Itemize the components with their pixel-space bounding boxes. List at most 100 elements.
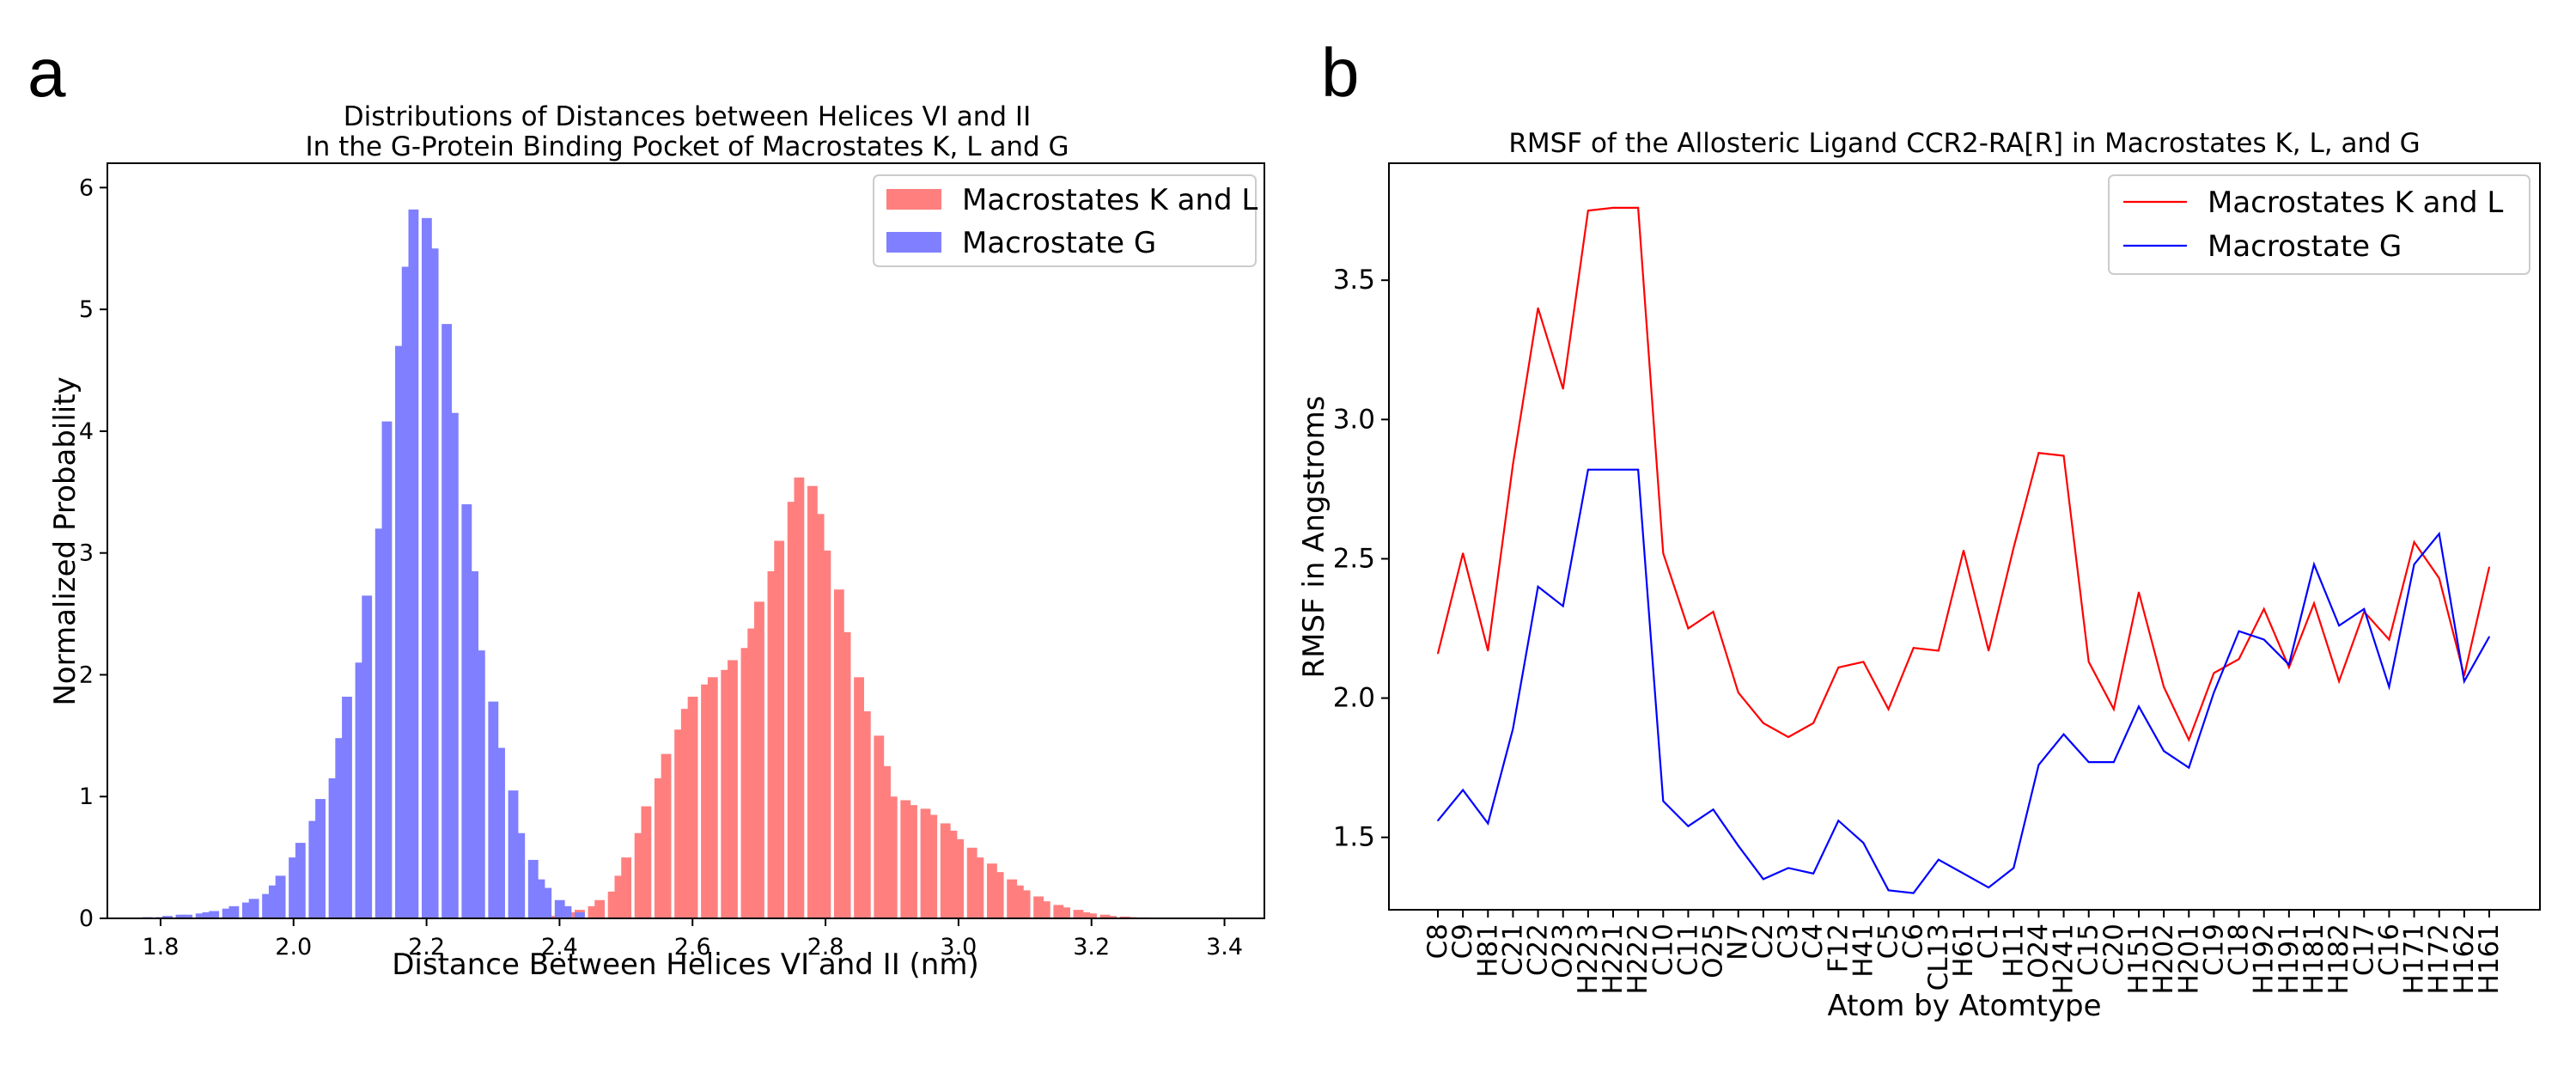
rmsf-y-tick-label: 2.0 — [1333, 683, 1375, 714]
hist-bar-kl — [1087, 913, 1097, 918]
hist-bar-kl — [607, 891, 618, 918]
rmsf-y-tick-label: 3.5 — [1333, 265, 1375, 296]
hist-bar-g — [527, 859, 539, 918]
rmsf-point-kl — [1862, 661, 1865, 663]
rmsf-axes-frame — [1388, 162, 2541, 911]
hist-bar-g — [342, 696, 352, 918]
hist-bar-kl — [1119, 916, 1130, 918]
rmsf-y-axis-ticks: 1.5 2.0 2.5 3.0 3.5 — [1333, 265, 1389, 853]
rmsf-point-g — [2188, 766, 2190, 769]
rmsf-x-tick-label: H41 — [1848, 924, 1879, 978]
rmsf-x-tick-label: O23 — [1548, 924, 1579, 979]
rmsf-point-g — [2313, 564, 2315, 565]
hist-bar-kl — [854, 677, 864, 918]
hist-bar-g — [275, 875, 286, 918]
hist-x-tick-label: 3.2 — [1073, 934, 1110, 960]
hist-bar-g — [202, 911, 213, 918]
rmsf-point-g — [1938, 858, 1940, 861]
hist-bar-g — [408, 209, 419, 918]
hist-x-tick-label: 2.6 — [674, 934, 711, 960]
hist-bar-kl — [953, 838, 965, 918]
hist-y-tick-label: 2 — [79, 661, 94, 688]
rmsf-point-g — [1837, 820, 1840, 822]
hist-bar-kl — [568, 911, 579, 918]
rmsf-x-axis-ticks: C8C9H81C21C22O23H223H221H222C10C11O25N7C… — [1422, 910, 2505, 994]
hist-x-tick-label: 2.2 — [408, 934, 445, 960]
hist-bar-kl — [721, 669, 732, 918]
hist-bar-kl — [594, 899, 606, 918]
rmsf-x-tick-label: C8 — [1422, 924, 1453, 959]
rmsf-point-kl — [2262, 608, 2265, 610]
rmsf-point-kl — [2188, 739, 2190, 741]
hist-bar-kl — [728, 660, 738, 918]
hist-bar-kl — [1099, 914, 1111, 918]
hist-bar-g — [495, 747, 505, 918]
hist-bar-kl — [813, 514, 825, 918]
hist-bar-kl — [1020, 890, 1031, 918]
hist-bar-kl — [840, 631, 851, 918]
rmsf-point-kl — [2238, 658, 2240, 660]
rmsf-point-g — [2037, 764, 2040, 766]
hist-bar-kl — [874, 735, 885, 918]
rmsf-point-kl — [1737, 692, 1739, 693]
rmsf-point-kl — [1587, 210, 1589, 211]
hist-bar-g — [222, 908, 233, 918]
rmsf-point-kl — [1812, 722, 1814, 724]
hist-x-tick-label: 2.0 — [275, 934, 312, 960]
hist-legend-label-g: Macrostate G — [962, 226, 1156, 260]
rmsf-x-tick-label: C2 — [1748, 924, 1779, 959]
hist-y-tick-label: 0 — [79, 905, 94, 932]
rmsf-point-g — [1787, 867, 1789, 869]
hist-legend-label-kl: Macrostates K and L — [962, 183, 1258, 217]
rmsf-point-kl — [1637, 207, 1639, 209]
rmsf-x-tick-label: H162 — [2449, 924, 2480, 994]
rmsf-x-tick-label: H202 — [2148, 924, 2179, 994]
rmsf-point-g — [2363, 608, 2366, 610]
rmsf-point-g — [1512, 728, 1514, 730]
rmsf-legend-frame — [2108, 174, 2530, 275]
rmsf-point-kl — [1537, 307, 1539, 309]
rmsf-x-tick-label: O25 — [1698, 924, 1729, 979]
hist-bar-kl — [986, 863, 997, 918]
rmsf-point-kl — [1662, 552, 1665, 554]
hist-bar-g — [328, 777, 339, 918]
rmsf-point-g — [2138, 705, 2140, 708]
rmsf-point-kl — [2163, 686, 2165, 688]
rmsf-x-tick-label: H223 — [1573, 924, 1604, 994]
hist-bar-kl — [833, 589, 844, 918]
rmsf-x-tick-label: H172 — [2424, 924, 2455, 994]
rmsf-x-tick-label: C11 — [1672, 924, 1703, 976]
hist-y-tick-label: 1 — [79, 783, 94, 810]
rmsf-point-g — [1537, 586, 1539, 588]
rmsf-point-kl — [2213, 672, 2215, 674]
hist-title-line-1: Distributions of Distances between Helic… — [344, 101, 1031, 132]
rmsf-point-kl — [1487, 649, 1489, 652]
hist-bar-g — [375, 528, 386, 918]
hist-bar-kl — [973, 857, 984, 918]
rmsf-point-kl — [2413, 541, 2415, 543]
hist-bar-kl — [907, 805, 917, 918]
rmsf-point-kl — [1837, 667, 1840, 668]
rmsf-point-kl — [2488, 566, 2490, 568]
hist-bar-kl — [1080, 911, 1091, 918]
rmsf-point-g — [2163, 750, 2165, 752]
hist-bar-g — [575, 911, 585, 918]
hist-bar-kl — [807, 485, 818, 918]
hist-bar-kl — [687, 696, 698, 918]
panel-a-letter: a — [27, 34, 66, 111]
hist-bar-kl — [794, 477, 805, 918]
hist-bar-g — [561, 905, 572, 918]
rmsf-point-kl — [1887, 708, 1890, 710]
rmsf-point-g — [2087, 761, 2090, 763]
hist-bar-kl — [707, 677, 718, 918]
hist-bar-g — [289, 857, 299, 918]
hist-bar-kl — [1106, 916, 1117, 918]
rmsf-point-kl — [2288, 667, 2290, 668]
hist-bar-kl — [661, 753, 672, 918]
rmsf-x-tick-label: H182 — [2323, 924, 2354, 994]
hist-bar-g — [448, 412, 459, 918]
rmsf-point-kl — [1462, 552, 1464, 554]
rmsf-line-g — [1437, 468, 2490, 894]
rmsf-x-tick-label: C22 — [1523, 924, 1554, 976]
